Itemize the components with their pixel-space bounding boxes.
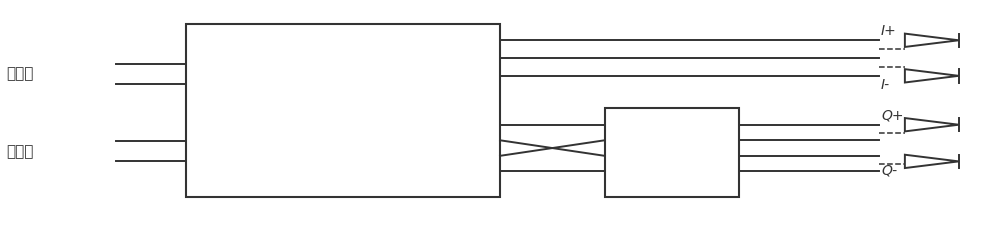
Text: 信号光: 信号光 bbox=[6, 66, 34, 81]
Text: 本振光: 本振光 bbox=[6, 144, 34, 159]
Polygon shape bbox=[905, 69, 959, 83]
Polygon shape bbox=[905, 118, 959, 131]
Text: Q-: Q- bbox=[881, 164, 897, 178]
Polygon shape bbox=[905, 155, 959, 168]
Text: I+: I+ bbox=[881, 24, 897, 38]
Text: Q+: Q+ bbox=[881, 108, 903, 122]
Bar bbox=[605, 108, 739, 197]
Text: I-: I- bbox=[881, 78, 890, 92]
Bar bbox=[186, 24, 500, 197]
Polygon shape bbox=[905, 34, 959, 47]
